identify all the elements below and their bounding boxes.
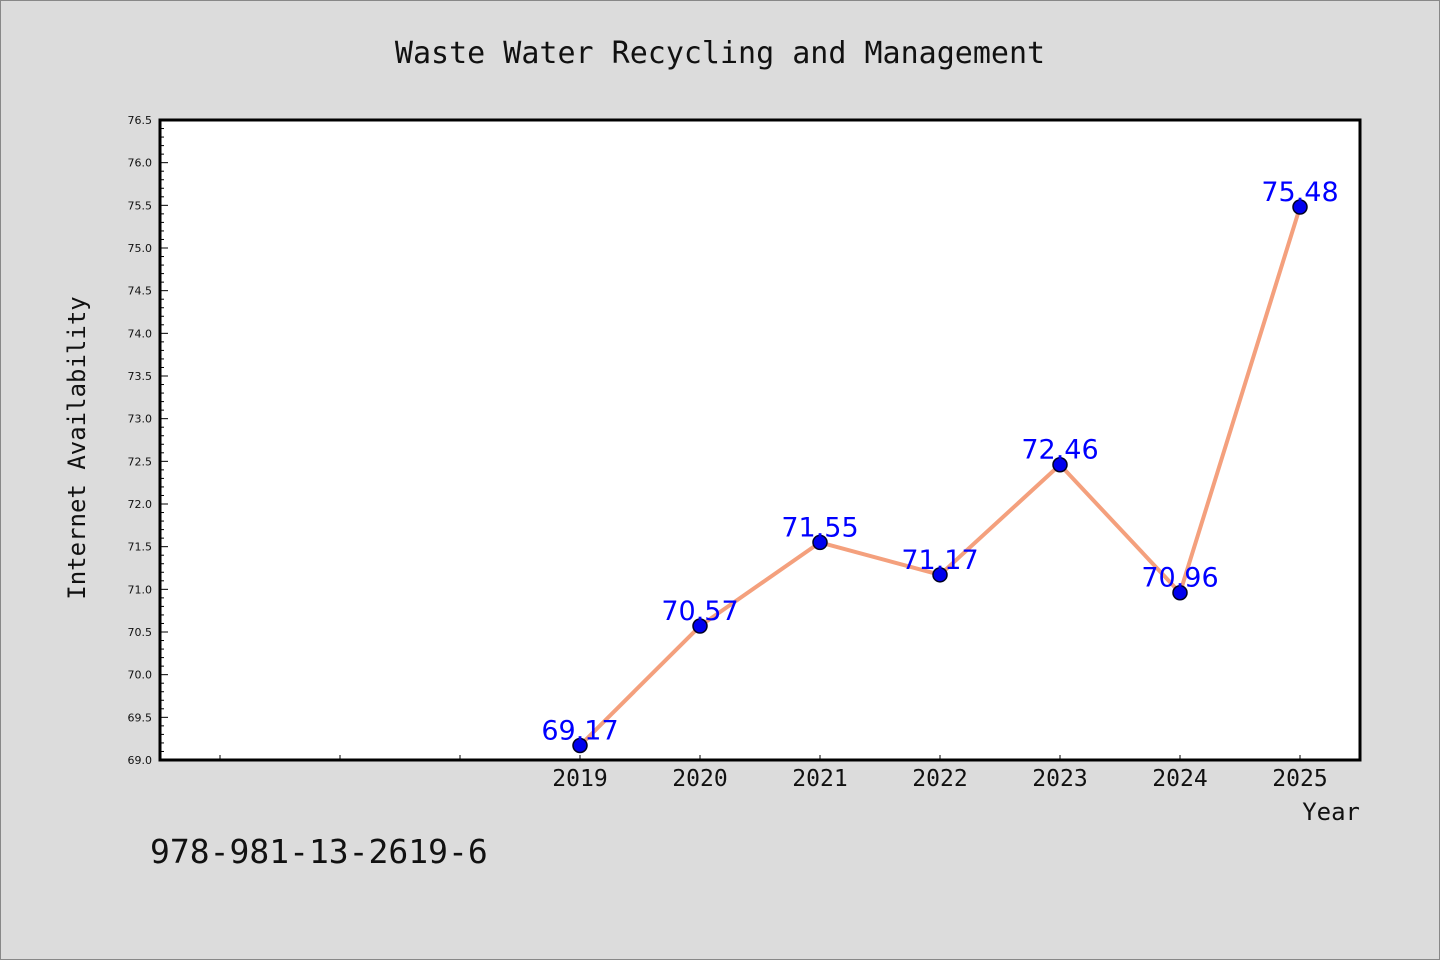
y-tick-label: 71.0 [128,583,153,596]
x-tick-label: 2021 [792,766,847,792]
y-tick-label: 74.0 [128,327,153,340]
y-tick-label: 72.5 [128,455,153,468]
data-point [932,567,948,583]
data-label: 69.17 [541,715,618,746]
data-point [812,534,828,551]
data-label: 75.48 [1261,177,1338,208]
y-tick-label: 73.0 [128,413,153,426]
y-tick-label: 72.0 [128,498,153,511]
x-tick-label: 2020 [672,766,727,792]
y-tick-label: 71.5 [128,541,153,554]
y-tick-label: 73.5 [128,370,153,383]
data-point [1052,456,1068,473]
y-tick-label: 76.5 [128,114,153,127]
x-tick-label: 2019 [552,766,607,792]
plot-frame [158,118,1362,762]
y-tick-label: 70.5 [128,626,153,639]
x-tick-label: 2025 [1272,766,1327,792]
y-tick-label: 70.0 [128,669,153,682]
x-axis-label: Year [1302,798,1360,826]
y-tick-label: 69.0 [128,754,153,767]
data-label: 72.46 [1021,435,1098,466]
data-point [1292,199,1308,215]
x-tick-label: 2023 [1032,766,1087,792]
plot-area [160,120,1360,760]
y-tick-label: 75.5 [128,199,153,212]
isbn-text: 978-981-13-2619-6 [150,832,488,871]
chart-title: Waste Water Recycling and Management [395,36,1045,71]
data-label: 70.57 [661,596,738,627]
y-tick-label: 76.0 [128,157,153,170]
x-tick-label: 2024 [1152,766,1207,792]
data-point [572,737,588,754]
x-tick-label: 2022 [912,766,967,792]
data-point [1172,584,1188,601]
data-label: 71.55 [781,512,858,543]
y-axis-label: Internet Availability [63,296,91,599]
y-tick-label: 69.5 [128,711,153,724]
data-label: 70.96 [1141,563,1218,594]
data-point [692,618,708,634]
data-label: 71.17 [901,545,978,576]
y-tick-label: 74.5 [128,285,153,298]
y-tick-label: 75.0 [128,242,153,255]
